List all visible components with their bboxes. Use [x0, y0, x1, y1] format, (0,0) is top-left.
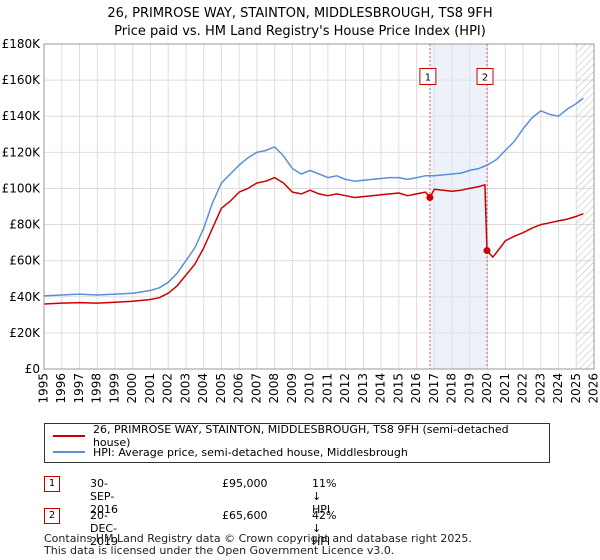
- x-tick-label: 2012: [338, 373, 352, 404]
- x-tick-label: 2005: [214, 373, 228, 404]
- x-tick-label: 2019: [462, 373, 476, 404]
- marker-label: 1: [425, 73, 431, 84]
- legend-label-hpi: HPI: Average price, semi-detached house,…: [93, 445, 408, 459]
- x-tick-label: 2006: [232, 373, 246, 404]
- transaction-hpi: 11% ↓ HPI: [312, 477, 337, 516]
- y-tick-label: £40K: [9, 290, 41, 304]
- x-tick-label: 2021: [498, 373, 512, 404]
- x-tick-label: 2008: [267, 373, 281, 404]
- footer-licence: This data is licensed under the Open Gov…: [44, 544, 395, 557]
- x-tick-label: 2022: [516, 373, 530, 404]
- x-tick-label: 1999: [107, 373, 121, 404]
- x-tick-label: 1995: [37, 373, 51, 404]
- x-tick-label: 2004: [196, 373, 210, 404]
- x-tick-label: 2018: [445, 373, 459, 404]
- chart-title: 26, PRIMROSE WAY, STAINTON, MIDDLESBROUG…: [107, 6, 493, 21]
- series-line-hpi: [43, 97, 584, 297]
- legend-item-property: 26, PRIMROSE WAY, STAINTON, MIDDLESBROUG…: [53, 423, 549, 449]
- transaction-badge: 1: [44, 476, 60, 492]
- x-tick-label: 1996: [54, 373, 68, 404]
- y-tick-label: £80K: [9, 218, 41, 232]
- transaction-date: 20-DEC-2019: [90, 509, 118, 548]
- x-tick-label: 2003: [178, 373, 192, 404]
- marker-label: 2: [482, 73, 488, 84]
- x-tick-label: 2026: [587, 373, 600, 404]
- y-tick-label: £0: [25, 362, 40, 376]
- x-tick-label: 2000: [125, 373, 139, 404]
- y-tick-label: £160K: [2, 73, 42, 87]
- plot-frame: [43, 43, 595, 370]
- y-tick-label: £60K: [9, 254, 41, 268]
- chart-subtitle: Price paid vs. HM Land Registry's House …: [114, 24, 486, 39]
- y-tick-label: £20K: [9, 326, 41, 340]
- transaction-price: £95,000: [222, 477, 268, 490]
- legend-item-hpi: HPI: Average price, semi-detached house,…: [53, 444, 408, 460]
- sale-point: [483, 247, 491, 255]
- future-hatch: [576, 44, 594, 369]
- x-tick-label: 2024: [551, 373, 565, 404]
- x-tick-label: 2025: [569, 373, 583, 404]
- x-tick-label: 2023: [533, 373, 547, 404]
- footer-copyright: Contains HM Land Registry data © Crown c…: [44, 532, 472, 545]
- x-tick-label: 2014: [374, 373, 388, 404]
- marker-label-box: [419, 68, 437, 85]
- series-line-property: [43, 176, 584, 305]
- sale-point: [426, 193, 434, 201]
- legend-label-property: 26, PRIMROSE WAY, STAINTON, MIDDLESBROUG…: [92, 423, 509, 449]
- x-tick-label: 2017: [427, 373, 441, 404]
- x-tick-label: 2013: [356, 373, 370, 404]
- price-chart: 1 2 £0 £20K £40K £60K £80K £100K £120K £140K £160…: [2, 37, 600, 404]
- x-tick-label: 2011: [320, 373, 334, 404]
- ownership-shade: [429, 44, 488, 369]
- transaction-hpi: 42% ↓ HPI: [312, 509, 337, 548]
- y-tick-label: £140K: [2, 109, 42, 123]
- transaction-price: £65,600: [222, 509, 268, 522]
- y-tick-label: £180K: [2, 37, 42, 51]
- legend: 26, PRIMROSE WAY, STAINTON, MIDDLESBROUG…: [44, 423, 550, 463]
- x-tick-label: 2010: [303, 373, 317, 404]
- x-tick-label: 1998: [90, 373, 104, 404]
- x-tick-label: 2002: [161, 373, 175, 404]
- marker-label-box: [476, 68, 494, 85]
- x-tick-label: 2020: [480, 373, 494, 404]
- x-tick-label: 2007: [249, 373, 263, 404]
- x-tick-label: 2001: [143, 373, 157, 404]
- plot-area: [44, 44, 594, 369]
- y-tick-label: £100K: [2, 181, 42, 195]
- legend-swatch-hpi: [53, 451, 85, 453]
- legend-swatch-property: [53, 435, 85, 437]
- x-tick-label: 2009: [285, 373, 299, 404]
- y-tick-label: £120K: [2, 145, 42, 159]
- x-tick-label: 1997: [72, 373, 86, 404]
- transaction-badge: 2: [44, 508, 60, 524]
- x-tick-label: 2015: [391, 373, 405, 404]
- transaction-date: 30-SEP-2016: [90, 477, 118, 516]
- x-tick-label: 2016: [409, 373, 423, 404]
